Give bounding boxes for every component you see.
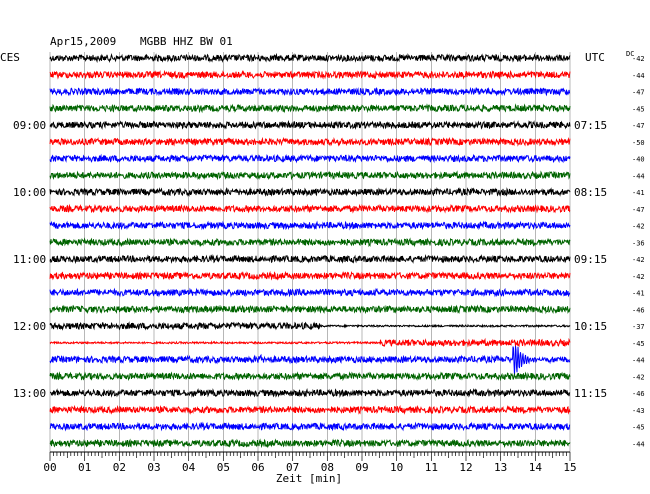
x-tick-label: 13: [494, 461, 507, 474]
seismogram-traces: [49, 52, 571, 449]
dc-offset-value: -43: [632, 407, 645, 415]
trace-line: [49, 203, 571, 214]
trace-line: [49, 69, 571, 80]
utc-hour-label: 07:15: [574, 119, 607, 132]
dc-offset-labels: -42 -44 -47 -45 -47 -50 -40 -44 -41 -47 -42 -36 -42 -…: [632, 55, 645, 448]
dc-offset-value: -45: [632, 424, 645, 432]
trace-line: [49, 421, 571, 432]
local-hour-label: 11:00: [13, 253, 46, 266]
dc-offset-value: -42: [632, 55, 645, 63]
dc-offset-value: -42: [632, 256, 645, 264]
x-tick-label: 12: [459, 461, 472, 474]
dc-offset-value: -46: [632, 390, 645, 398]
x-tick-label: 07: [286, 461, 299, 474]
trace-line: [49, 287, 571, 298]
x-tick-label: 06: [251, 461, 264, 474]
x-tick-label: 04: [182, 461, 196, 474]
dc-offset-value: -47: [632, 89, 645, 97]
x-tick-label: 10: [390, 461, 403, 474]
trace-line: [50, 387, 571, 398]
trace-line: [49, 345, 571, 376]
trace-line: [49, 237, 571, 248]
x-tick-label: 01: [78, 461, 91, 474]
local-time-labels: 09:00 10:00 11:00 12:00 13:00: [13, 119, 46, 400]
date-label: Apr15,2009: [50, 35, 116, 48]
dc-offset-value: -44: [632, 440, 645, 448]
time-axis: 00 01 02 03 04 05 06 07 08 09 10 11 12 13 14 15: [43, 451, 577, 474]
dc-offset-value: -50: [632, 139, 645, 147]
x-tick-label: 02: [113, 461, 126, 474]
dc-offset-value: -37: [632, 323, 645, 331]
dc-offset-value: -46: [632, 306, 645, 314]
dc-offset-value: -44: [632, 72, 645, 80]
dc-offset-value: -42: [632, 273, 645, 281]
dc-offset-value: -42: [632, 223, 645, 231]
trace-line: [49, 119, 571, 130]
dc-offset-value: -36: [632, 239, 645, 247]
local-hour-label: 09:00: [13, 119, 46, 132]
local-hour-label: 10:00: [13, 186, 46, 199]
dc-offset-value: -45: [632, 105, 645, 113]
utc-timezone-label: UTC: [585, 51, 605, 64]
trace-line: [49, 337, 571, 348]
trace-line: [49, 52, 571, 64]
dc-offset-value: -47: [632, 206, 645, 214]
trace-line: [49, 86, 571, 97]
dc-offset-value: -42: [632, 373, 645, 381]
trace-line: [49, 304, 571, 315]
trace-line: [49, 186, 571, 197]
station-label: MGBB HHZ BW 01: [140, 35, 233, 48]
x-tick-label: 09: [355, 461, 368, 474]
utc-time-labels: 07:15 08:15 09:15 10:15 11:15: [574, 119, 607, 400]
trace-line: [49, 404, 571, 415]
trace-line: [49, 136, 571, 147]
trace-line: [49, 170, 571, 181]
trace-line: [49, 220, 571, 231]
utc-hour-label: 10:15: [574, 320, 607, 333]
trace-line: [49, 371, 571, 382]
utc-hour-label: 08:15: [574, 186, 607, 199]
dc-offset-value: -41: [632, 290, 645, 298]
local-timezone-label: CES: [0, 51, 20, 64]
trace-line: [49, 103, 571, 114]
dc-offset-value: -45: [632, 340, 645, 348]
local-hour-label: 12:00: [13, 320, 46, 333]
trace-line: [49, 438, 571, 449]
local-hour-label: 13:00: [13, 387, 46, 400]
utc-hour-label: 11:15: [574, 387, 607, 400]
x-tick-label: 05: [217, 461, 230, 474]
dc-offset-value: -44: [632, 357, 645, 365]
x-tick-label: 03: [147, 461, 160, 474]
dc-offset-value: -44: [632, 172, 645, 180]
minute-grid: [49, 52, 571, 452]
x-tick-label: 00: [43, 461, 56, 474]
trace-line: [49, 270, 571, 281]
dc-offset-value: -47: [632, 122, 645, 130]
x-axis-label: Zeit [min]: [276, 472, 342, 485]
trace-line: [49, 153, 571, 164]
trace-line: [49, 321, 571, 331]
x-tick-label: 08: [321, 461, 334, 474]
dc-offset-value: -41: [632, 189, 645, 197]
x-tick-label: 14: [529, 461, 543, 474]
x-tick-label: 15: [563, 461, 576, 474]
dc-offset-value: -40: [632, 156, 645, 164]
utc-hour-label: 09:15: [574, 253, 607, 266]
trace-line: [49, 254, 571, 265]
x-tick-label: 11: [425, 461, 438, 474]
dc-header-label: DC: [626, 50, 634, 58]
